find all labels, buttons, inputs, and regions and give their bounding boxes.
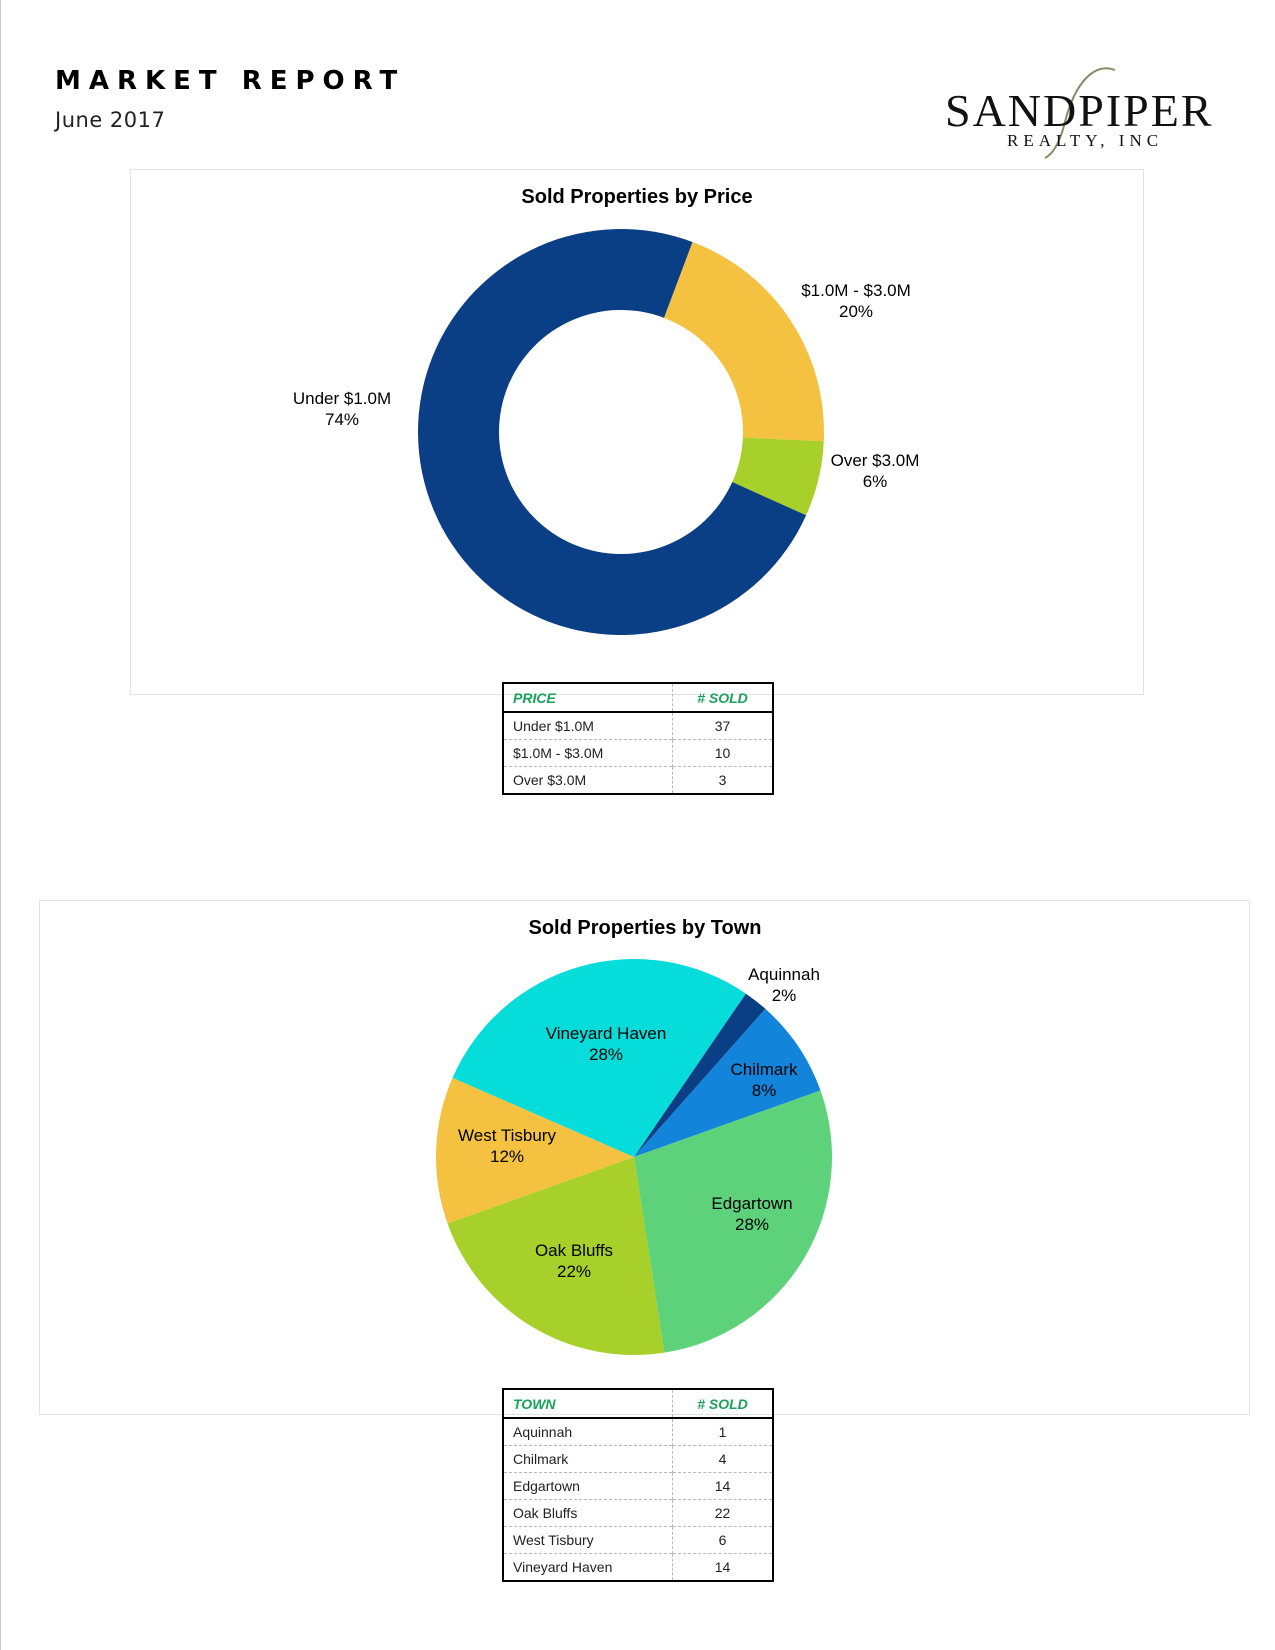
town-pie-chart: Sold Properties by Town Aquinnah 2% Chilma… — [435, 917, 832, 1355]
sold-column-header: # SOLD — [672, 683, 773, 713]
sold-count-cell: 1 — [718, 1424, 727, 1440]
price-table-header: PRICE # SOLD — [503, 683, 773, 713]
town-table-header: TOWN # SOLD — [503, 1389, 773, 1419]
logo-swash — [1044, 67, 1116, 159]
price-range-cell: $1.0M - $3.0M — [503, 739, 673, 767]
slice-1-0m-3-0m — [663, 242, 824, 442]
table-row: Vineyard Haven 14 — [503, 1553, 773, 1581]
table-row: Chilmark 4 — [503, 1445, 773, 1473]
sold-count-cell: 10 — [672, 739, 773, 767]
town-name-cell: Aquinnah — [503, 1418, 673, 1446]
slice-label-over-3-0m: Over $3.0M 6% — [831, 451, 920, 491]
price-range-cell: Under $1.0M — [503, 712, 673, 740]
table-row: Over $3.0M 3 — [503, 766, 773, 794]
slice-label-oak-bluffs: Oak Bluffs 22% — [535, 1241, 613, 1281]
price-chart-panel: Sold Properties by Price $1.0M - $3.0M 20… — [130, 169, 1144, 695]
table-row: Aquinnah 1 — [503, 1418, 773, 1446]
table-row: $1.0M - $3.0M 10 — [503, 739, 773, 767]
sold-count-cell: 37 — [714, 718, 731, 734]
price-chart-title: Sold Properties by Price — [521, 186, 752, 208]
table-row: Under $1.0M 37 — [503, 712, 773, 740]
price-table: PRICE # SOLD Under $1.0M 37 $1.0M - $3.0… — [502, 682, 774, 795]
town-name-cell: Edgartown — [503, 1472, 673, 1500]
sold-column-header: # SOLD — [672, 1389, 773, 1419]
slice-label-aquinnah: Aquinnah 2% — [748, 965, 820, 1005]
town-name-cell: Oak Bluffs — [503, 1499, 673, 1527]
logo-subtitle: REALTY, INC — [1007, 131, 1164, 150]
slice-label-1-0m-3-0m: $1.0M - $3.0M 20% — [801, 281, 911, 321]
slice-label-chilmark: Chilmark 8% — [730, 1060, 798, 1100]
slice-edgartown — [634, 1090, 832, 1353]
report-date: June 2017 — [55, 108, 166, 132]
price-column-header: PRICE — [503, 683, 673, 713]
slice-chilmark — [634, 1008, 821, 1157]
town-labels: Aquinnah 2% Chilmark 8% Edgartown 28% Oak Bluf… — [458, 965, 820, 1281]
page-left-rule — [0, 0, 1, 1650]
town-table: TOWN # SOLD Aquinnah 1 Chilmark 4 Edgart… — [502, 1388, 774, 1582]
price-labels: $1.0M - $3.0M 20% Over $3.0M 6% Under $1.0M 7… — [293, 281, 920, 491]
price-donut-chart: Sold Properties by Price $1.0M - $3.0M 20… — [293, 186, 920, 636]
slice-aquinnah — [634, 993, 766, 1157]
slice-under-1-0m — [417, 229, 807, 636]
town-slices — [435, 959, 832, 1355]
table-row: West Tisbury 6 — [503, 1526, 773, 1554]
report-title: MARKET REPORT — [55, 66, 406, 96]
sold-count-cell: 14 — [672, 1472, 773, 1500]
sold-count-cell: 4 — [672, 1445, 773, 1473]
town-column-header: TOWN — [503, 1389, 673, 1419]
town-chart-title: Sold Properties by Town — [529, 917, 762, 939]
town-chart-panel: Sold Properties by Town Aquinnah 2% Chilma… — [39, 900, 1250, 1415]
table-row: Oak Bluffs 22 — [503, 1499, 773, 1527]
town-name-cell: West Tisbury — [503, 1526, 673, 1554]
price-slices — [417, 229, 824, 636]
slice-label-vineyard-haven: Vineyard Haven 28% — [546, 1024, 667, 1064]
slice-oak-bluffs — [447, 1157, 665, 1355]
town-name-cell: Chilmark — [503, 1445, 673, 1473]
sold-count-cell: 14 — [672, 1553, 773, 1581]
sold-count-cell: 22 — [672, 1499, 773, 1527]
logo-name: SANDPIPER — [945, 85, 1214, 136]
slice-label-west-tisbury: West Tisbury 12% — [458, 1126, 556, 1166]
slice-vineyard-haven — [452, 959, 746, 1157]
slice-label-under-1-0m: Under $1.0M 74% — [293, 389, 391, 429]
sold-count-cell: 3 — [672, 766, 773, 794]
price-range-cell: Over $3.0M — [503, 766, 673, 794]
table-row: Edgartown 14 — [503, 1472, 773, 1500]
slice-over-3-0m — [732, 437, 824, 516]
sandpiper-logo: SANDPIPER REALTY, INC — [945, 62, 1215, 162]
slice-west-tisbury — [435, 1077, 634, 1224]
sold-count-cell: 6 — [672, 1526, 773, 1554]
town-name-cell: Vineyard Haven — [503, 1553, 673, 1581]
slice-label-edgartown: Edgartown 28% — [711, 1194, 792, 1234]
